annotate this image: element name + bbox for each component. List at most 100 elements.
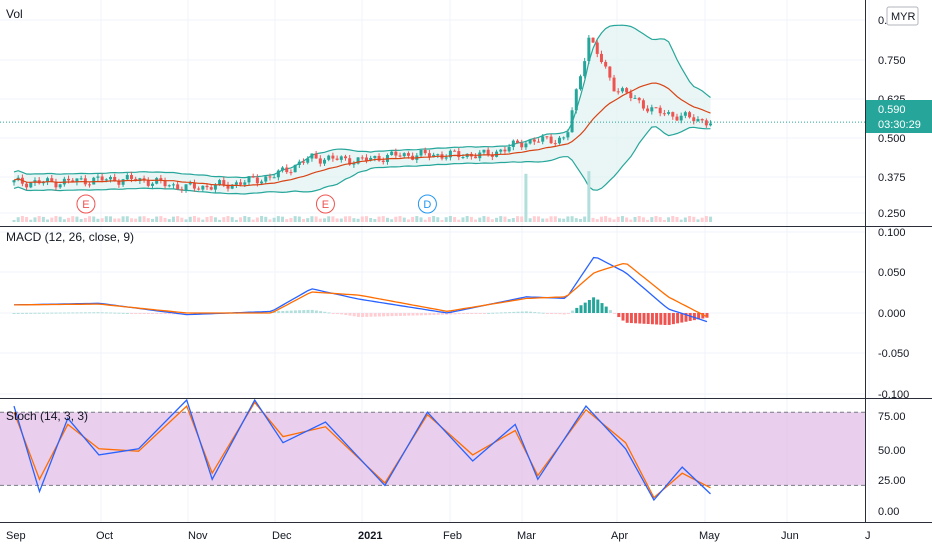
volume-bar — [75, 216, 79, 222]
volume-bar — [637, 216, 641, 222]
macd-histogram-bar — [655, 313, 659, 325]
volume-bar — [348, 216, 352, 222]
volume-bar — [176, 216, 180, 222]
candle-body — [398, 155, 402, 157]
candle-body — [192, 182, 196, 189]
macd-histogram-bar — [499, 312, 503, 314]
macd-histogram-bar — [411, 313, 415, 316]
stochastic-pane[interactable]: Stoch (14, 3, 3) — [0, 398, 865, 502]
volume-bar — [71, 216, 75, 222]
candle-body — [574, 89, 578, 111]
macd-histogram-bar — [705, 313, 709, 318]
macd-histogram-bar — [134, 313, 138, 314]
volume-bar — [327, 216, 331, 222]
candle-body — [688, 112, 692, 118]
candle-body — [692, 117, 696, 122]
time-axis[interactable]: Sep Oct Nov Dec 2021 Feb Mar Apr May Jun… — [6, 530, 871, 542]
volume-bar — [532, 216, 536, 222]
currency-label: MYR — [891, 11, 916, 23]
macd-histogram-bar — [583, 302, 587, 313]
macd-axis[interactable]: 0.100 0.050 0.000 -0.050 -0.100 — [878, 227, 909, 401]
macd-histogram-bar — [155, 313, 159, 314]
candle-body — [150, 183, 154, 186]
dividend-marker[interactable] — [417, 194, 437, 214]
candle-body — [679, 115, 683, 121]
volume-bar — [537, 216, 541, 222]
candle-body — [406, 153, 410, 156]
volume-bar — [641, 217, 645, 222]
candle-body — [373, 155, 377, 158]
candle-body — [343, 156, 347, 159]
volume-bar — [704, 216, 708, 222]
macd-histogram-bar — [621, 313, 625, 321]
volume-bar — [104, 216, 108, 222]
macd-histogram-bar — [75, 312, 79, 314]
macd-histogram-bar — [285, 310, 289, 313]
volume-bar — [213, 217, 217, 222]
candle-body — [432, 154, 436, 158]
candle-body — [503, 149, 507, 152]
macd-histogram-bar — [512, 311, 516, 313]
volume-bar — [67, 217, 71, 222]
candle-body — [675, 116, 679, 121]
macd-histogram-bar — [121, 312, 125, 314]
volume-bar — [503, 216, 507, 222]
volume-bar — [88, 216, 92, 222]
volume-bar — [268, 219, 272, 222]
stochastic-axis[interactable]: 75.00 50.00 25.00 0.00 — [878, 411, 906, 518]
stoch-tick-label: 75.00 — [878, 411, 906, 423]
candle-body — [176, 184, 180, 190]
volume-bar — [251, 219, 255, 222]
macd-histogram-bar — [629, 313, 633, 324]
volume-bar — [570, 216, 574, 222]
price-pane-title: Vol — [6, 7, 23, 21]
macd-histogram-bar — [37, 312, 41, 314]
macd-histogram-bar — [587, 299, 591, 313]
volume-bar — [411, 216, 415, 222]
currency-badge[interactable] — [886, 6, 919, 26]
earnings-marker[interactable] — [76, 194, 96, 214]
volume-bar — [167, 219, 171, 222]
macd-histogram-bar — [503, 312, 507, 314]
volume-bar — [528, 218, 532, 222]
macd-histogram-bar — [386, 313, 390, 317]
macd-histogram-bar — [293, 310, 297, 313]
macd-histogram-bar — [163, 313, 167, 315]
dividend-marker-label: D — [423, 199, 431, 211]
candle-body — [50, 178, 54, 182]
volume-bar — [339, 218, 343, 222]
volume-bar — [516, 216, 520, 222]
price-axis[interactable]: 0. 0.750 0.625 0.500 0.375 0.250 MYR 0.5… — [866, 6, 932, 220]
candle-body — [654, 107, 658, 109]
macd-histogram-bar — [558, 313, 562, 315]
macd-histogram-bar — [470, 313, 474, 314]
macd-pane[interactable]: MACD (12, 26, close, 9) — [6, 230, 709, 325]
macd-histogram-bar — [117, 312, 121, 314]
volume-bar — [184, 219, 188, 222]
volume-bar — [562, 218, 566, 222]
volume-bar — [667, 217, 671, 222]
volume-bar — [650, 217, 654, 222]
macd-histogram-bar — [533, 312, 537, 314]
time-tick-label: Apr — [611, 530, 628, 542]
volume-bar — [385, 217, 389, 222]
earnings-marker[interactable] — [315, 194, 335, 214]
macd-histogram-bar — [537, 312, 541, 314]
candle-body — [448, 150, 452, 158]
bollinger-band-fill — [14, 25, 711, 195]
candle-body — [612, 77, 616, 92]
macd-histogram-bar — [100, 312, 104, 314]
macd-histogram-bar — [545, 313, 549, 314]
price-pane[interactable]: E E D Vol — [0, 7, 865, 222]
candle-body — [599, 53, 603, 63]
macd-histogram-bar — [54, 312, 58, 314]
volume-bar — [566, 216, 570, 222]
macd-histogram-bar — [604, 306, 608, 313]
volume-bar — [545, 218, 549, 222]
time-tick-label: Jun — [781, 530, 799, 542]
macd-histogram-bar — [457, 313, 461, 315]
earnings-marker-label: E — [322, 199, 329, 211]
macd-histogram-bar — [482, 313, 486, 314]
